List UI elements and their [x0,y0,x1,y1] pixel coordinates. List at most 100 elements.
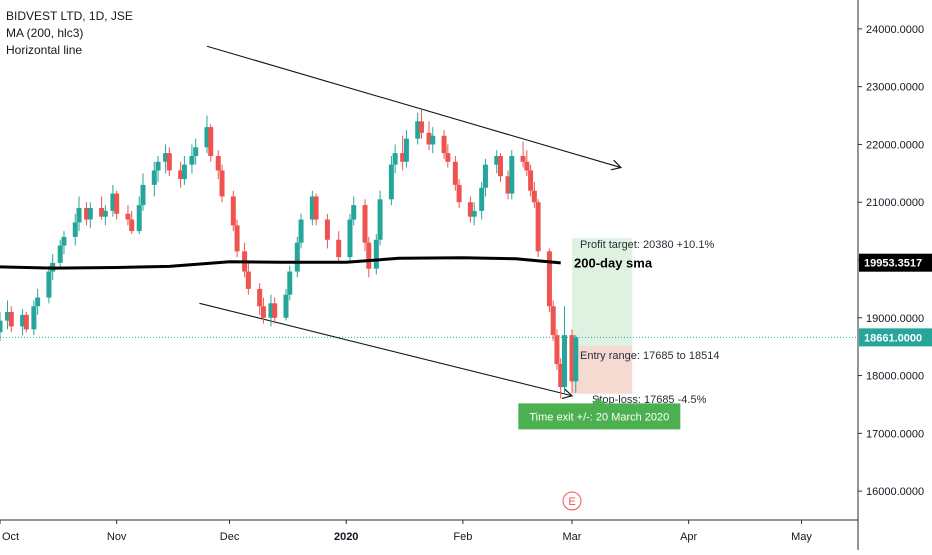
event-marker-label: E [568,496,575,508]
candle-body [351,205,357,220]
x-tick-label: Oct [2,531,19,543]
candle [287,265,293,301]
candle [400,135,406,171]
candle-body [163,153,169,162]
trendline-1 [206,45,623,171]
last-price-tag-label: 18661.0000 [864,332,922,344]
candle [283,288,289,321]
candle-body [456,184,462,203]
indicator-label[interactable]: MA (200, hlc3) [6,26,84,40]
candle [528,164,534,197]
candle [35,288,41,315]
candle-body [524,161,530,171]
entry-zone [572,345,633,394]
candle-body [558,364,564,388]
x-tick-label: 2020 [334,531,358,543]
candle [366,236,372,278]
candle-body [189,156,195,165]
candle-body [84,208,90,220]
candle-body [234,225,240,252]
y-tick-label: 18000.0000 [866,371,924,383]
candle-body [166,153,172,171]
x-tick-label: May [791,531,812,543]
y-tick-label: 22000.0000 [866,139,924,151]
x-tick-label: Mar [563,531,582,543]
candle-body [528,170,534,191]
candle-body [61,236,67,246]
candle [110,184,116,217]
candle-body [114,193,120,214]
candle [151,161,157,197]
candle-body [554,335,560,364]
candle-body [415,121,421,139]
candle [20,309,26,336]
entry-range-label: Entry range: 17685 to 18514 [580,350,719,362]
candle-body [136,205,142,232]
candle-body [204,127,210,148]
candle-body [403,138,409,162]
candle [272,297,278,324]
candle [72,213,78,246]
candle [452,156,458,191]
profit-target-label: Profit target: 20380 +10.1% [580,239,714,251]
candle [509,150,515,200]
candle [23,312,29,333]
candle-body [467,202,473,217]
candle-body [388,164,394,200]
candle [471,202,477,226]
candle [403,130,409,168]
candle [125,205,131,226]
candle-body [5,312,11,321]
time-exit-badge [518,397,681,430]
candle [445,144,451,168]
candle [298,213,304,249]
candle [569,329,575,393]
stop-loss-label: Stop-loss: 17685 -4.5% [592,394,707,406]
y-tick-label: 19000.0000 [866,313,924,325]
candle-body [46,271,52,298]
drawing-label[interactable]: Horizontal line [6,43,83,57]
candle-body [72,222,78,237]
candle [430,127,436,154]
candle-body [505,176,511,194]
candle [377,190,383,246]
candle-body [283,294,289,318]
candle [181,156,187,185]
ma-price-tag-label: 19953.3517 [864,258,922,270]
candle [524,150,530,177]
ma-price-tag [859,253,932,272]
candle [76,196,82,232]
ma-200-line [0,256,561,270]
candle [31,300,37,336]
candle [550,300,556,341]
candle [219,164,225,203]
candle [234,219,240,258]
candle-body [418,121,424,133]
candle-body [531,190,537,203]
candle [415,112,421,145]
candle-body [366,242,372,269]
chart-title[interactable]: BIDVEST LTD, 1D, JSE [6,9,133,23]
candle-body [441,135,447,154]
candle [554,329,560,370]
candle [230,190,236,232]
candle-body [550,306,556,336]
candle [208,124,214,162]
candle [498,153,503,182]
time-exit-label: Time exit +/-: 20 March 2020 [529,411,669,423]
x-tick-label: Apr [680,531,697,543]
candle-body [430,135,436,145]
candle-body [426,132,432,145]
candle-body [181,164,187,180]
candle-body [35,297,41,307]
candle [114,190,120,220]
candle-body [347,219,353,258]
candle-body [336,239,342,258]
candle [535,199,541,258]
candle-body [482,164,488,188]
candle-body [479,187,485,211]
candle-body [377,199,383,240]
candle [505,170,511,200]
